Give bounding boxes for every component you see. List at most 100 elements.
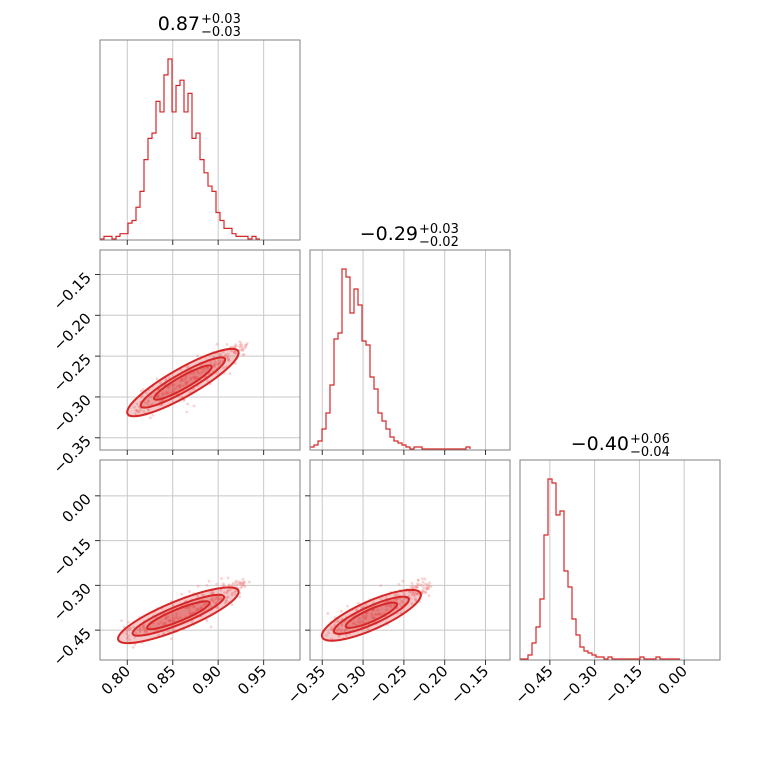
scatter-point bbox=[415, 592, 419, 596]
scatter-point bbox=[178, 616, 182, 619]
scatter-point bbox=[192, 404, 196, 408]
scatter-point bbox=[413, 597, 417, 601]
sc-p2p3-xticklabel-2: −0.25 bbox=[365, 662, 410, 707]
scatter-point bbox=[240, 343, 244, 347]
scatter-point bbox=[384, 604, 388, 608]
scatter-point bbox=[148, 395, 152, 399]
scatter-point bbox=[217, 362, 221, 366]
scatter-point bbox=[234, 343, 237, 347]
scatter-point bbox=[189, 376, 192, 380]
scatter-point bbox=[134, 408, 138, 412]
scatter-point bbox=[352, 621, 356, 625]
scatter-inner-p2p3 bbox=[320, 577, 433, 642]
scatter-point bbox=[237, 582, 240, 586]
scatter-point bbox=[223, 601, 227, 605]
scatter-point bbox=[215, 342, 219, 346]
hist-frame-p1 bbox=[99, 39, 301, 241]
scatter-point bbox=[135, 402, 139, 406]
scatter-point bbox=[416, 592, 419, 596]
scatter-point bbox=[232, 350, 236, 354]
scatter-point bbox=[163, 622, 167, 626]
scatter-point bbox=[232, 351, 236, 355]
scatter-point bbox=[142, 625, 145, 629]
scatter-point bbox=[192, 371, 195, 375]
scatter-point bbox=[238, 581, 242, 584]
sc-p2p3-xticklabel-1: −0.30 bbox=[325, 662, 370, 707]
scatter-point bbox=[142, 409, 145, 413]
scatter-point bbox=[385, 608, 389, 612]
scatter-point bbox=[238, 582, 242, 586]
scatter-point bbox=[420, 584, 424, 588]
scatter-point bbox=[207, 579, 211, 583]
scatter-point bbox=[401, 579, 405, 583]
scatter-point bbox=[365, 614, 369, 618]
scatter-point bbox=[240, 581, 243, 585]
scatter-point bbox=[172, 383, 176, 387]
scatter-point bbox=[415, 585, 419, 589]
sc-p1p2-yticklabel-0: −0.35 bbox=[50, 432, 95, 477]
scatter-point bbox=[205, 619, 209, 623]
scatter-point bbox=[133, 635, 137, 639]
scatter-point bbox=[141, 624, 145, 628]
scatter-point bbox=[324, 633, 328, 637]
scatter-point bbox=[238, 343, 242, 347]
scatter-point bbox=[151, 413, 155, 417]
scatter-point bbox=[427, 587, 430, 591]
sc-p1p3-yticklabel-1: −0.30 bbox=[50, 579, 95, 624]
scatter-point bbox=[183, 377, 187, 381]
scatter-point bbox=[175, 612, 179, 616]
title-p3-minus: −0.04 bbox=[630, 445, 670, 460]
scatter-inner-p1p2 bbox=[126, 340, 249, 420]
scatter-point bbox=[186, 365, 190, 369]
scatter-point bbox=[371, 616, 375, 620]
scatter-point bbox=[429, 585, 433, 588]
scatter-point bbox=[168, 619, 172, 623]
scatter-point bbox=[156, 394, 160, 398]
scatter-point bbox=[213, 364, 217, 368]
scatter-point bbox=[393, 593, 397, 597]
scatter-point bbox=[241, 577, 245, 581]
scatter-point bbox=[212, 597, 216, 601]
scatter-point bbox=[196, 607, 200, 611]
density-contour-2 bbox=[153, 364, 213, 401]
scatter-point bbox=[339, 630, 343, 634]
density-fill-2 bbox=[345, 602, 398, 628]
scatter-point bbox=[202, 593, 206, 597]
scatter-point bbox=[423, 582, 427, 586]
scatter-point bbox=[233, 582, 237, 586]
scatter-point bbox=[196, 369, 199, 373]
scatter-point bbox=[374, 612, 377, 616]
scatter-point bbox=[241, 581, 245, 584]
scatter-point bbox=[206, 365, 209, 369]
scatter-point bbox=[171, 619, 175, 623]
scatter-point bbox=[159, 381, 162, 384]
scatter-point bbox=[220, 577, 223, 580]
scatter-point bbox=[227, 356, 230, 360]
scatter-point bbox=[240, 348, 244, 352]
scatter-point bbox=[242, 581, 246, 585]
scatter-point bbox=[414, 591, 418, 595]
scatter-point bbox=[362, 615, 366, 618]
scatter-point bbox=[189, 378, 193, 381]
scatter-point bbox=[227, 584, 231, 587]
scatter-point bbox=[241, 583, 245, 587]
scatter-point bbox=[139, 627, 142, 631]
scatter-point bbox=[239, 348, 242, 352]
density-contour-2 bbox=[146, 600, 211, 631]
scatter-point bbox=[145, 629, 149, 633]
scatter-point bbox=[413, 594, 417, 598]
scatter-point bbox=[139, 408, 143, 412]
scatter-point bbox=[412, 590, 416, 594]
scatter-point bbox=[420, 577, 424, 581]
title-p3: −0.40 +0.06 −0.04 bbox=[571, 432, 670, 460]
scatter-point bbox=[241, 347, 245, 351]
scatter-point bbox=[226, 576, 230, 580]
scatter-point bbox=[146, 400, 150, 403]
scatter-point bbox=[209, 625, 213, 629]
scatter-point bbox=[144, 401, 148, 405]
scatter-point bbox=[233, 345, 237, 349]
scatter-point bbox=[209, 591, 213, 595]
scatter-point bbox=[167, 391, 170, 395]
scatter-point bbox=[379, 597, 383, 601]
scatter-point bbox=[182, 384, 186, 388]
